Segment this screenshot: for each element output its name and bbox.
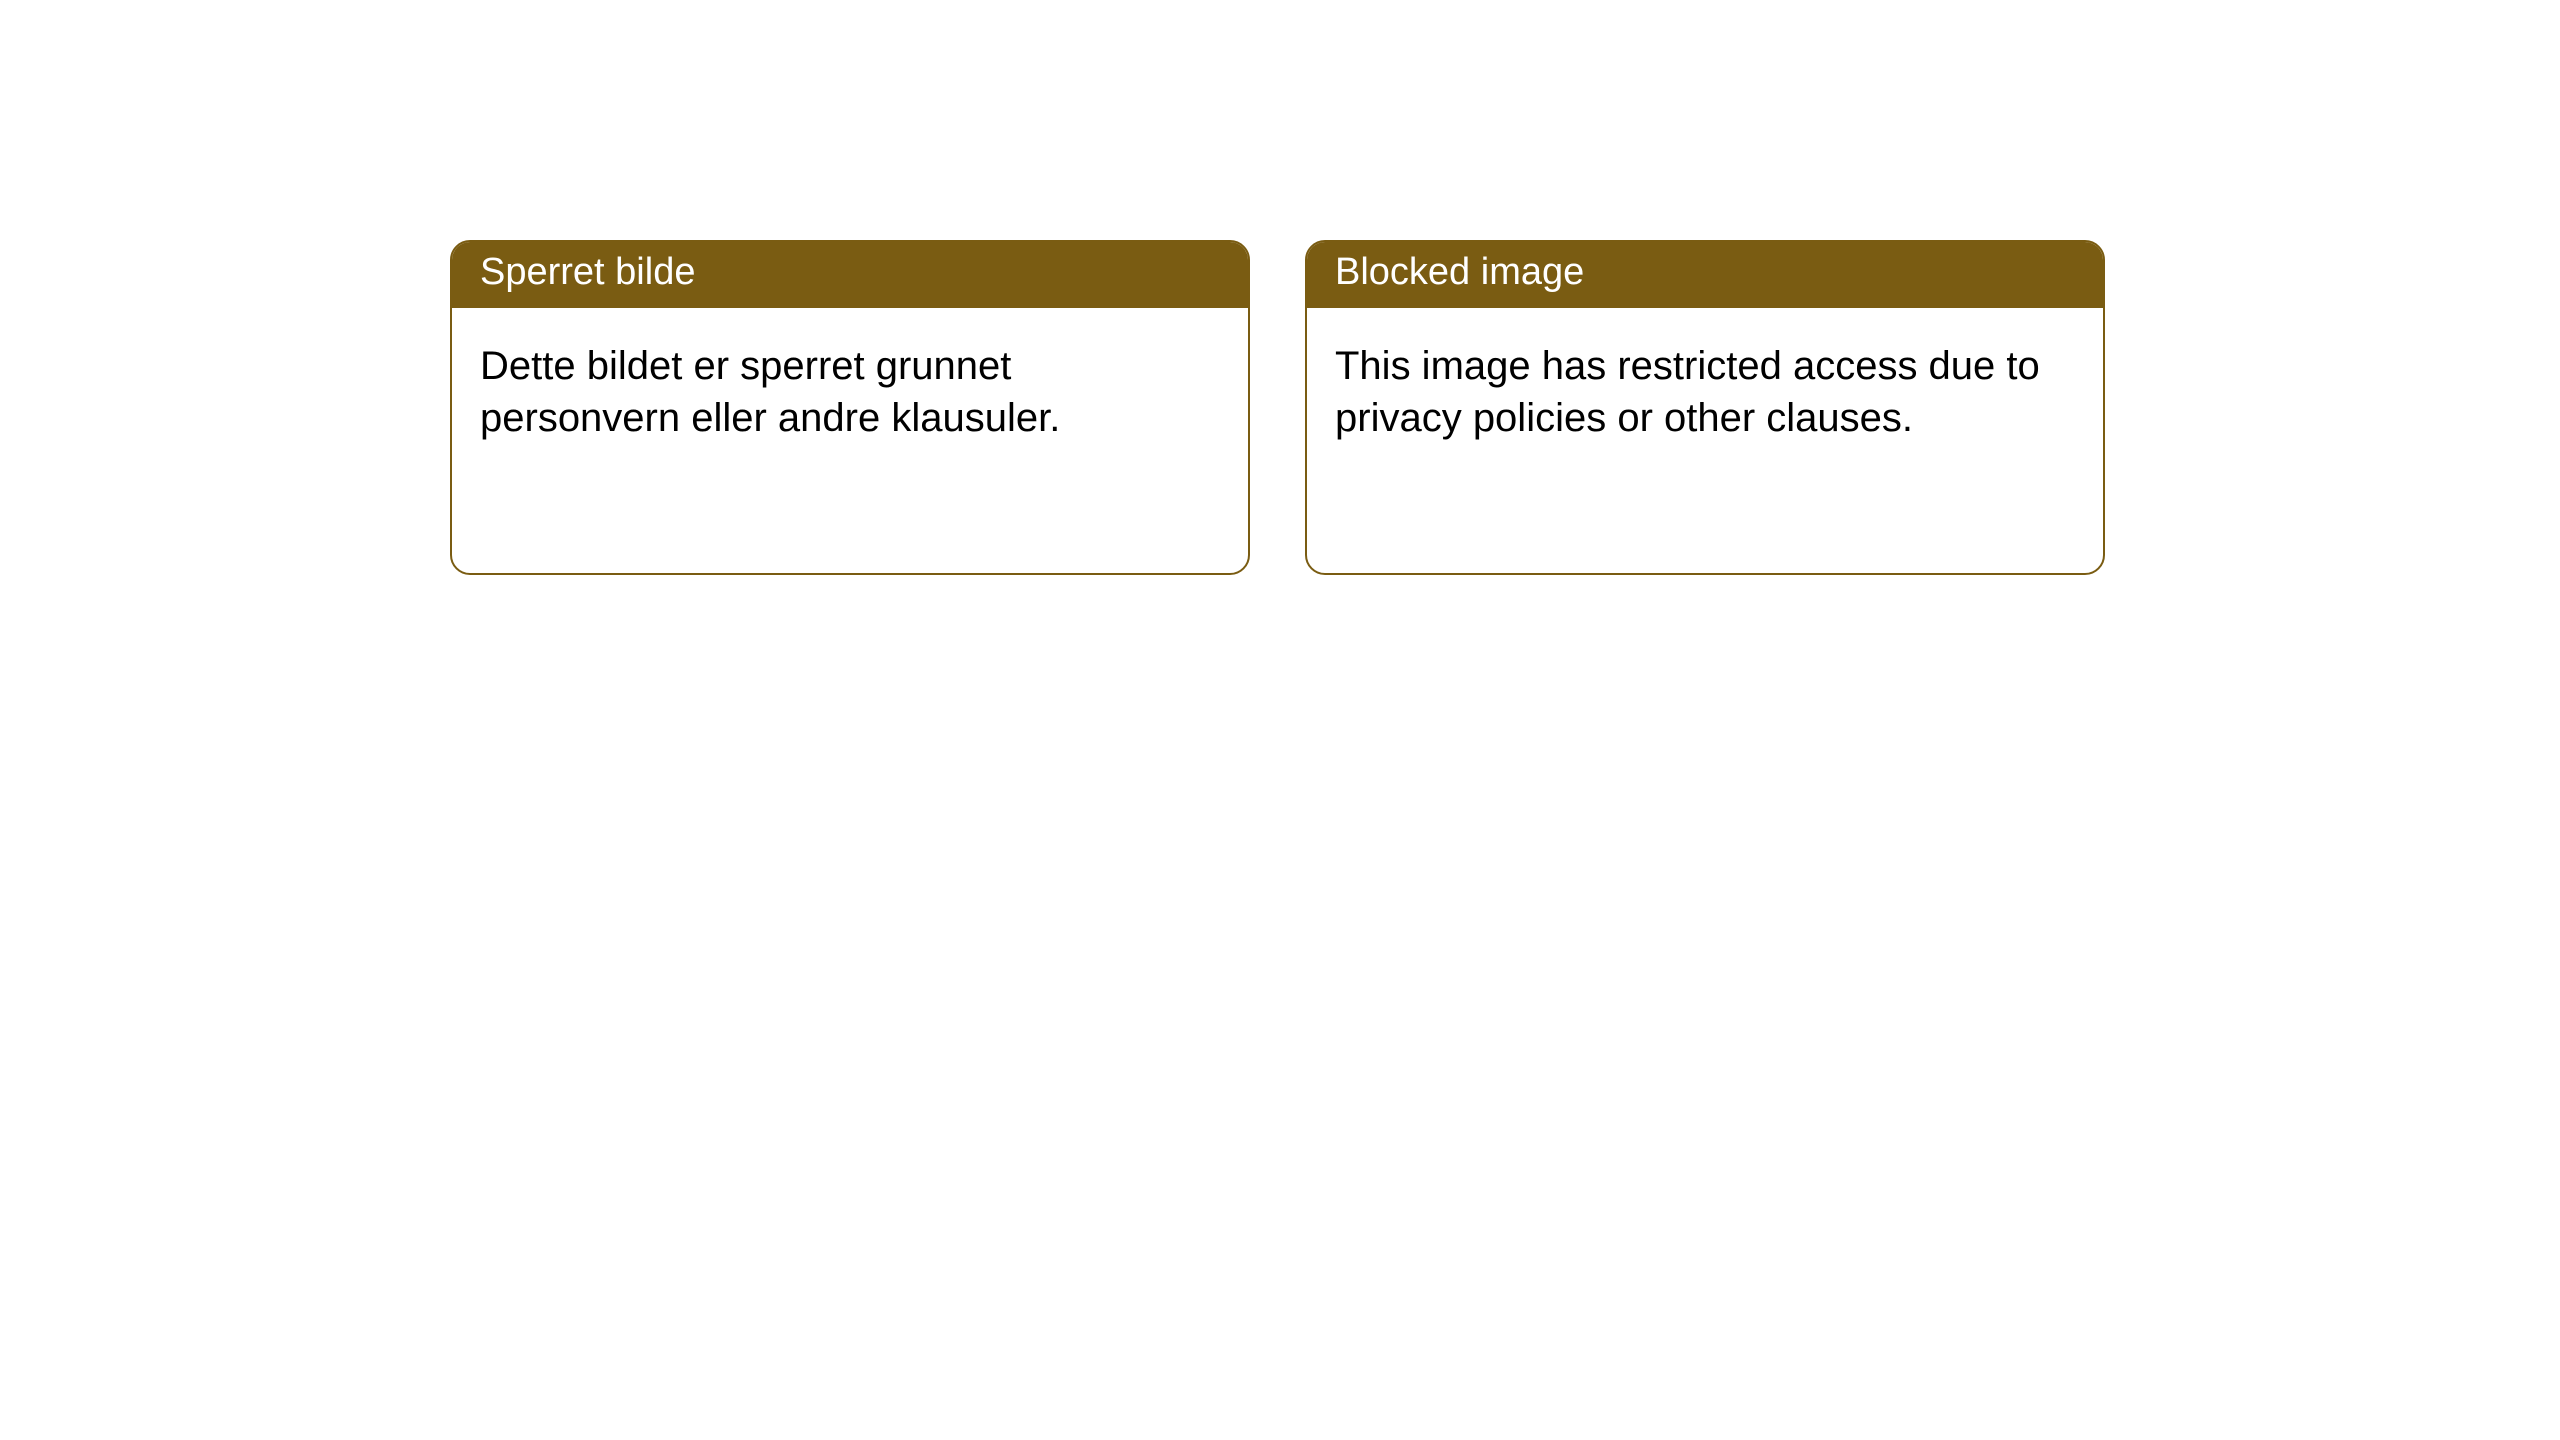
card-header: Sperret bilde xyxy=(452,242,1248,308)
card-body: Dette bildet er sperret grunnet personve… xyxy=(452,308,1248,472)
blocked-image-card-en: Blocked image This image has restricted … xyxy=(1305,240,2105,575)
cards-container: Sperret bilde Dette bildet er sperret gr… xyxy=(0,0,2560,575)
blocked-image-card-no: Sperret bilde Dette bildet er sperret gr… xyxy=(450,240,1250,575)
card-header: Blocked image xyxy=(1307,242,2103,308)
card-body: This image has restricted access due to … xyxy=(1307,308,2103,472)
